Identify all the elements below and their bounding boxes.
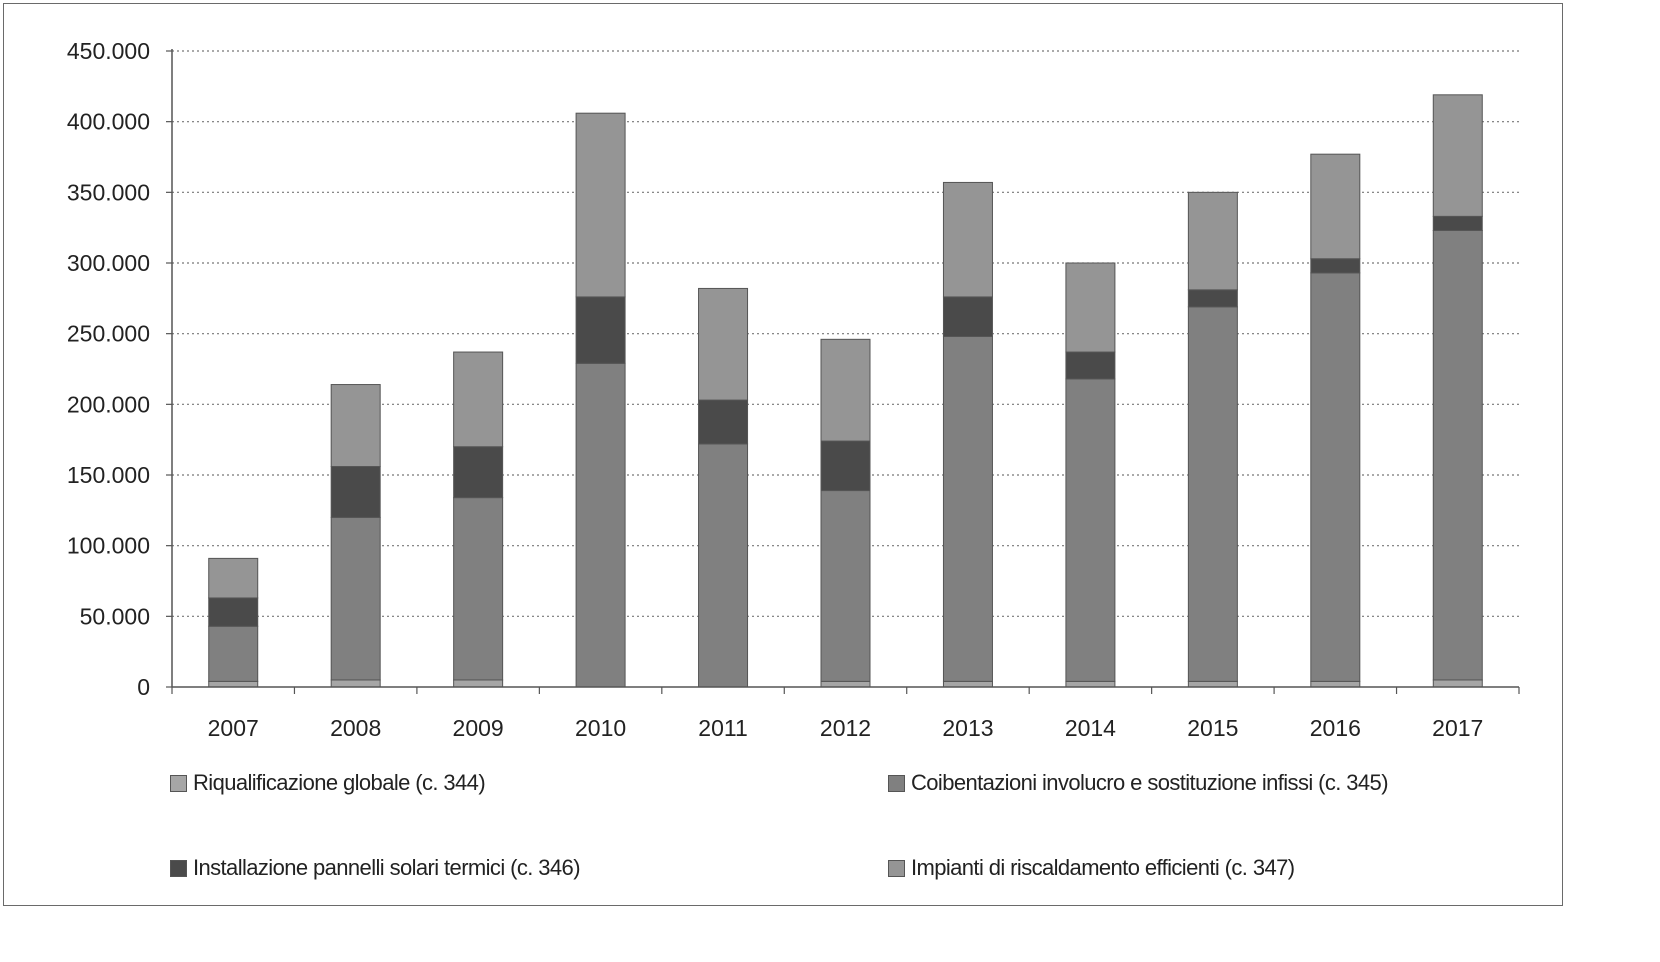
bar-segment xyxy=(820,680,871,688)
bar-segment xyxy=(820,338,871,442)
bar-segment xyxy=(453,497,504,681)
bars xyxy=(208,94,1483,688)
bar-segment xyxy=(1187,289,1238,308)
x-tick-label: 2015 xyxy=(1187,715,1238,741)
bar-segment xyxy=(208,625,259,682)
y-tick-label: 100.000 xyxy=(67,533,150,559)
x-tick-label: 2016 xyxy=(1310,715,1361,741)
legend-item-riqualificazione: Riqualificazione globale (c. 344) xyxy=(170,770,486,796)
bar-segment xyxy=(820,490,871,682)
bar-segment xyxy=(698,443,749,688)
bar-segment xyxy=(1432,94,1483,217)
y-tick-label: 350.000 xyxy=(67,179,150,205)
bar-segment xyxy=(942,680,993,688)
bar-segment xyxy=(1310,272,1361,682)
bar-segment xyxy=(330,466,381,518)
bar-segment xyxy=(453,351,504,448)
bar-segment xyxy=(1432,215,1483,231)
chart-frame: 0 50.000 100.000 150.000 200.000 250.000 300.0… xyxy=(3,3,1563,906)
bar-segment xyxy=(698,399,749,445)
legend-item-coibentazioni: Coibentazioni involucro e sostituzione i… xyxy=(888,770,1389,796)
bar-segment xyxy=(575,112,626,298)
bar-segment xyxy=(330,384,381,468)
bar-segment xyxy=(575,362,626,688)
y-tick-label: 200.000 xyxy=(67,391,150,417)
bar-segment xyxy=(820,440,871,492)
legend-swatch xyxy=(888,859,905,877)
bar-segment xyxy=(453,679,504,688)
legend-label: Riqualificazione globale (c. 344) xyxy=(193,770,486,795)
bar-segment xyxy=(330,679,381,688)
y-tick-label: 0 xyxy=(137,674,150,700)
bar-segment xyxy=(942,296,993,337)
bar-segment xyxy=(208,557,259,599)
legend-item-impianti-riscaldamento: Impianti di riscaldamento efficienti (c.… xyxy=(888,855,1295,881)
chart-area: 0 50.000 100.000 150.000 200.000 250.000 300.0… xyxy=(67,38,1520,741)
bar-segment xyxy=(942,335,993,682)
legend-label: Coibentazioni involucro e sostituzione i… xyxy=(911,770,1389,795)
bar-segment xyxy=(1065,351,1116,380)
y-tick-label: 50.000 xyxy=(80,603,150,629)
bar-segment xyxy=(1187,191,1238,291)
x-tick-label: 2017 xyxy=(1432,715,1483,741)
legend-label: Installazione pannelli solari termici (c… xyxy=(193,855,581,880)
legend-label: Impianti di riscaldamento efficienti (c.… xyxy=(911,855,1295,880)
x-tick-label: 2013 xyxy=(942,715,993,741)
bar-segment xyxy=(1065,680,1116,688)
bar-segment xyxy=(208,597,259,627)
axes: 0 50.000 100.000 150.000 200.000 250.000 300.0… xyxy=(67,38,1520,741)
bar-segment xyxy=(1065,262,1116,353)
bar-segment xyxy=(1310,153,1361,260)
bar-segment xyxy=(1432,679,1483,688)
bar-segment xyxy=(1065,378,1116,682)
x-tick-label: 2014 xyxy=(1065,715,1116,741)
x-tick-label: 2011 xyxy=(698,715,747,741)
legend-item-pannelli-solari: Installazione pannelli solari termici (c… xyxy=(170,855,581,881)
bar-segment xyxy=(1310,680,1361,688)
x-tick-label: 2007 xyxy=(208,715,259,741)
bar-segment xyxy=(208,680,259,688)
y-tick-label: 400.000 xyxy=(67,109,150,135)
x-tick-label: 2010 xyxy=(575,715,626,741)
bar-segment xyxy=(698,287,749,401)
bar-segment xyxy=(453,446,504,499)
bar-segment xyxy=(1187,680,1238,688)
y-tick-label: 250.000 xyxy=(67,321,150,347)
legend-swatch xyxy=(170,774,187,792)
x-tick-label: 2008 xyxy=(330,715,381,741)
bar-segment xyxy=(1187,306,1238,682)
y-tick-label: 450.000 xyxy=(67,38,150,64)
legend-swatch xyxy=(888,774,905,792)
bar-segment xyxy=(575,296,626,364)
bar-segment xyxy=(942,181,993,298)
bar-segment xyxy=(1310,258,1361,274)
y-tick-label: 150.000 xyxy=(67,462,150,488)
legend-swatch xyxy=(170,859,187,877)
bar-segment xyxy=(330,516,381,681)
bar-segment xyxy=(1432,229,1483,681)
x-tick-label: 2012 xyxy=(820,715,871,741)
y-tick-label: 300.000 xyxy=(67,250,150,276)
x-tick-label: 2009 xyxy=(453,715,504,741)
